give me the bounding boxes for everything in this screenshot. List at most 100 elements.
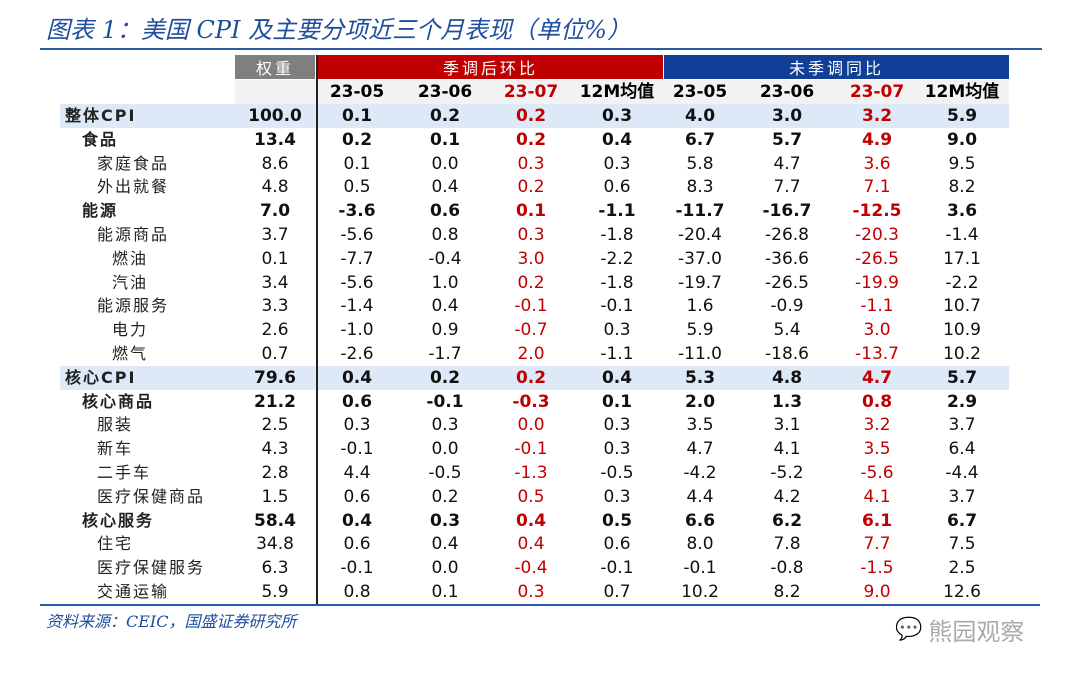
sa-mom-cell: -5.6 — [340, 225, 374, 245]
table-row: 能源服务 3.3 -1.4 0.4 -0.1 -0.1 1.6 -0.9 -1.1 10.7 — [60, 294, 1009, 318]
weight-cell: 2.5 — [261, 415, 289, 436]
weight-cell: 8.6 — [261, 153, 289, 174]
sa-mom-cell: -1.1 — [598, 201, 636, 222]
sa-mom-cell: 0.6 — [341, 391, 373, 412]
nsa-yoy-cell: 7.7 — [863, 534, 891, 555]
nsa-yoy-cell: 7.8 — [773, 534, 801, 555]
sa-mom-cell: 0.3 — [343, 415, 371, 436]
nsa-yoy-cell: -26.8 — [765, 225, 809, 245]
sa-mom-cell: -0.4 — [514, 558, 548, 579]
nsa-yoy-cell: -11.0 — [678, 344, 722, 364]
sa-mom-cell: 4.4 — [343, 463, 371, 483]
nsa-yoy-cell: -2.2 — [945, 272, 979, 293]
nsa-yoy-cell: -13.7 — [855, 344, 899, 364]
row-label: 二手车 — [97, 463, 152, 482]
sa-mom-cell: -0.7 — [514, 320, 548, 341]
sa-mom-cell: 0.4 — [341, 510, 373, 531]
period-header-row — [235, 80, 1009, 104]
nsa-yoy-cell: 2.5 — [948, 558, 976, 579]
table-row: 住宅 34.8 0.6 0.4 0.4 0.6 8.0 7.8 7.7 7.5 — [60, 532, 1009, 556]
sa-mom-cell: 0.2 — [517, 177, 545, 198]
row-label: 服装 — [97, 415, 134, 435]
weight-cell: 3.4 — [261, 272, 289, 293]
nsa-yoy-cell: 3.2 — [861, 106, 893, 126]
sa-mom-cell: 0.6 — [429, 201, 461, 222]
sa-mom-cell: -1.8 — [600, 272, 634, 293]
nsa-yoy-cell: 4.7 — [861, 367, 893, 388]
sa-mom-cell: -5.6 — [340, 272, 374, 293]
sa-mom-cell: -1.1 — [600, 344, 634, 364]
nsa-yoy-cell: 8.0 — [686, 534, 714, 555]
table-row: 交通运输 5.9 0.8 0.1 0.3 0.7 10.2 8.2 9.0 12.6 — [60, 580, 1009, 604]
figure-title: 图表 1：美国 CPI 及主要分项近三个月表现（单位%） — [46, 16, 631, 44]
table-row: 电力 2.6 -1.0 0.9 -0.7 0.3 5.9 5.4 3.0 10.9 — [60, 318, 1009, 342]
nsa-yoy-cell: 6.7 — [684, 129, 716, 150]
table-row: 能源 7.0 -3.6 0.6 0.1 -1.1 -11.7 -16.7 -12.5 3.6 — [60, 199, 1009, 223]
weight-cell: 100.0 — [248, 106, 302, 126]
sa-mom-cell: 0.2 — [515, 367, 547, 388]
sa-mom-cell: -0.1 — [600, 296, 634, 317]
sa-mom-header: 季调后环比 — [318, 55, 663, 79]
weight-cell: 2.8 — [261, 463, 289, 483]
row-label: 燃气 — [112, 344, 149, 363]
nsa-yoy-cell: -5.2 — [770, 463, 804, 483]
nsa-yoy-cell: -26.5 — [855, 248, 899, 269]
row-label: 外出就餐 — [97, 177, 170, 197]
sa-period-header: 23-05 — [329, 82, 385, 102]
sa-mom-cell: 0.4 — [431, 296, 459, 317]
nsa-yoy-cell: -0.1 — [683, 558, 717, 579]
nsa-yoy-cell: 5.8 — [686, 153, 714, 174]
sa-mom-cell: 0.1 — [429, 129, 461, 150]
nsa-period-header: 23-06 — [759, 82, 815, 102]
nsa-yoy-cell: 4.0 — [684, 106, 716, 126]
nsa-yoy-cell: -0.8 — [770, 558, 804, 579]
row-label: 医疗保健服务 — [97, 558, 206, 578]
nsa-yoy-cell: 7.1 — [863, 177, 891, 198]
nsa-yoy-cell: 9.0 — [863, 582, 891, 602]
sa-mom-cell: 1.0 — [431, 272, 459, 293]
nsa-yoy-cell: 7.7 — [773, 177, 801, 198]
nsa-yoy-cell: -36.6 — [765, 248, 809, 269]
sa-mom-cell: 0.2 — [515, 129, 547, 150]
nsa-yoy-cell: 4.8 — [771, 367, 803, 388]
table-row: 整体CPI 100.0 0.1 0.2 0.2 0.3 4.0 3.0 3.2 5.9 — [60, 104, 1009, 128]
sa-mom-cell: -0.1 — [514, 296, 548, 317]
nsa-yoy-cell: 6.6 — [684, 510, 716, 531]
table-row: 食品 13.4 0.2 0.1 0.2 0.4 6.7 5.7 4.9 9.0 — [60, 128, 1009, 152]
row-label: 能源服务 — [97, 296, 170, 316]
nsa-yoy-cell: 10.7 — [943, 296, 981, 317]
nsa-yoy-cell: 8.3 — [686, 177, 714, 198]
sa-mom-cell: 0.5 — [343, 177, 371, 198]
bottom-rule — [40, 604, 1040, 606]
sa-mom-cell: -1.3 — [514, 463, 548, 483]
sa-mom-cell: 0.4 — [515, 510, 547, 531]
nsa-yoy-cell: -0.9 — [770, 296, 804, 317]
sa-mom-cell: 0.0 — [431, 558, 459, 579]
sa-mom-cell: -0.1 — [426, 391, 464, 412]
table-row: 服装 2.5 0.3 0.3 0.0 0.3 3.5 3.1 3.2 3.7 — [60, 413, 1009, 437]
sa-mom-cell: 0.3 — [603, 439, 631, 460]
nsa-yoy-cell: -16.7 — [762, 201, 812, 222]
nsa-yoy-cell: 12.6 — [943, 582, 981, 602]
sa-mom-cell: 0.0 — [431, 153, 459, 174]
weight-cell: 79.6 — [254, 367, 296, 388]
row-label: 医疗保健商品 — [97, 486, 206, 506]
nsa-yoy-cell: 3.0 — [863, 320, 891, 341]
weight-cell: 3.3 — [261, 296, 289, 317]
nsa-yoy-cell: 7.5 — [948, 534, 976, 555]
sa-mom-cell: -1.7 — [428, 344, 462, 364]
nsa-yoy-cell: -11.7 — [675, 201, 725, 222]
sa-mom-cell: -2.6 — [340, 344, 374, 364]
nsa-yoy-cell: 3.6 — [946, 201, 978, 222]
nsa-yoy-cell: 4.1 — [863, 486, 891, 507]
nsa-yoy-cell: 3.2 — [863, 415, 891, 436]
nsa-yoy-cell: 3.6 — [863, 153, 891, 174]
sa-mom-cell: 0.7 — [603, 582, 631, 602]
nsa-yoy-cell: 4.7 — [773, 153, 801, 174]
weight-cell: 4.8 — [261, 177, 289, 198]
sa-mom-cell: 0.5 — [517, 486, 545, 507]
sa-mom-cell: 0.9 — [431, 320, 459, 341]
row-label: 能源商品 — [97, 225, 170, 244]
table-row: 二手车 2.8 4.4 -0.5 -1.3 -0.5 -4.2 -5.2 -5.6 -4.4 — [60, 461, 1009, 485]
sa-period-header: 23-06 — [417, 82, 473, 102]
